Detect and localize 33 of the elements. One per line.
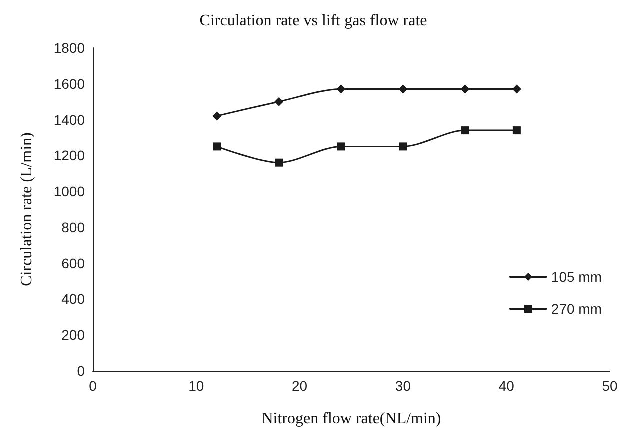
x-axis-title: Nitrogen flow rate(NL/min) [262,410,442,428]
point [336,84,346,94]
y-tick-label: 1600 [54,76,86,92]
y-tick-label: 1400 [54,112,86,128]
legend-label: 270 mm [551,301,602,317]
point [212,112,222,121]
x-tick-label: 0 [89,378,98,394]
x-tick-label: 30 [395,378,412,394]
point [461,126,470,135]
x-tick-label: 40 [498,378,515,394]
point [275,158,284,167]
y-tick-label: 0 [77,363,86,379]
point [398,84,408,94]
chart-title: Circulation rate vs lift gas flow rate [200,12,428,30]
point [213,142,222,151]
point [337,142,346,151]
x-tick-label: 10 [188,378,204,394]
y-tick-label: 1800 [54,40,86,56]
y-tick-label: 200 [62,327,86,344]
y-axis-title: Circulation rate (L/min) [18,132,36,286]
y-tick-label: 600 [62,255,86,272]
point [274,97,284,106]
y-tick-label: 800 [62,219,86,236]
y-tick-label: 400 [62,291,86,308]
point [512,126,521,135]
point [460,84,470,94]
legend-label: 105 mm [551,269,602,285]
point [512,84,522,94]
x-tick-label: 20 [292,378,308,394]
y-tick-label: 1200 [54,148,86,164]
x-tick-label: 50 [602,378,618,394]
y-tick-label: 1000 [54,184,86,200]
point [399,142,408,151]
